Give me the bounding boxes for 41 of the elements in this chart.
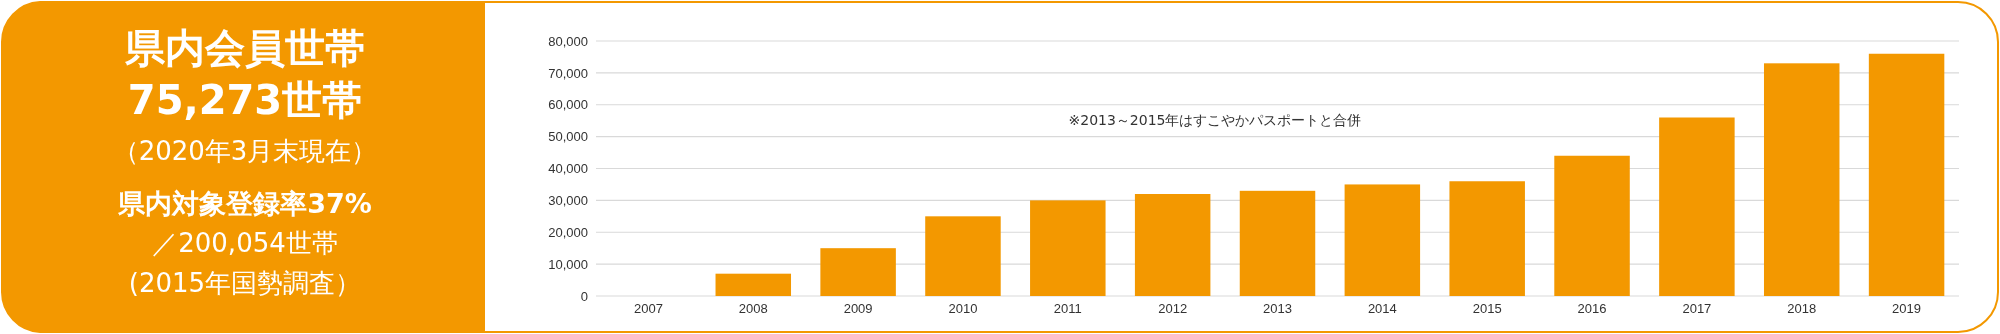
y-tick-label: 40,000 xyxy=(548,161,588,177)
text: （2020年3月末現在） xyxy=(112,136,378,166)
bar xyxy=(1659,117,1735,296)
x-tick-label: 2017 xyxy=(1682,301,1712,317)
y-tick-label: 70,000 xyxy=(548,65,588,81)
x-tick-label: 2007 xyxy=(633,301,663,317)
bar xyxy=(1763,63,1840,296)
text: 75,273世帯 xyxy=(127,77,363,123)
bar xyxy=(1134,194,1211,296)
y-tick-label: 10,000 xyxy=(548,256,588,272)
bar xyxy=(1239,190,1316,296)
bar xyxy=(1344,184,1421,296)
text: 県内対象登録率37% xyxy=(117,188,372,219)
y-tick-label: 0 xyxy=(580,288,588,304)
x-tick-label: 2011 xyxy=(1053,301,1082,317)
x-tick-label: 2013 xyxy=(1263,301,1292,317)
bar xyxy=(820,248,896,296)
x-tick-label: 2015 xyxy=(1472,301,1502,317)
x-tick-label: 2008 xyxy=(738,301,768,317)
text: ／200,054世帯 xyxy=(152,228,338,258)
bar xyxy=(1868,53,1945,296)
x-tick-label: 2010 xyxy=(948,301,978,317)
bar xyxy=(1554,155,1630,296)
text: 県内会員世帯 xyxy=(124,25,365,71)
x-tick-label: 2012 xyxy=(1158,301,1188,317)
text: (2015年国勢調査） xyxy=(128,268,362,298)
y-tick-label: 80,000 xyxy=(548,33,588,49)
y-tick-label: 20,000 xyxy=(548,224,588,240)
bar xyxy=(715,273,792,296)
bar xyxy=(1030,200,1106,296)
y-tick-label: 50,000 xyxy=(548,129,588,145)
x-tick-label: 2009 xyxy=(843,301,873,317)
y-tick-label: 60,000 xyxy=(548,97,588,113)
x-tick-label: 2019 xyxy=(1892,301,1922,317)
bar xyxy=(1449,181,1525,296)
x-tick-label: 2018 xyxy=(1787,301,1817,317)
x-tick-label: 2016 xyxy=(1577,301,1607,317)
x-tick-label: 2014 xyxy=(1367,301,1397,317)
annotation: ※2013～2015年はすこやかパスポートと合併 xyxy=(1068,112,1362,128)
bar xyxy=(925,216,1001,296)
y-tick-label: 30,000 xyxy=(548,193,588,209)
